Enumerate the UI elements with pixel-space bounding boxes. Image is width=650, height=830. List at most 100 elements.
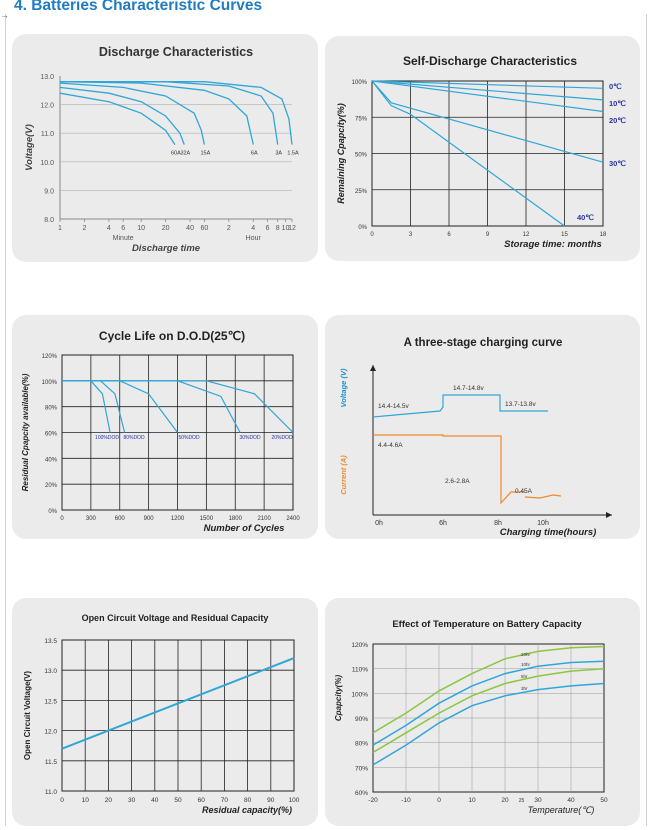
annotation-label: 2.6-2.8A [445,478,470,485]
x-tick-label: 60 [200,225,208,232]
x-tick-label: 100 [289,797,300,804]
x-tick-label: 70 [221,797,229,804]
x-tick-label: 600 [115,516,126,522]
y-tick-label: 9.0 [44,188,54,195]
series-label: 50%DOD [178,435,200,441]
annotation-label: 14.4-14.5v [378,403,409,410]
series-line-1 [371,80,604,101]
series-label: 32A [180,151,190,157]
y-axis-label: Remaining Cpapcity(%) [336,103,346,204]
series-label: 20hr [521,652,531,657]
x-unit-label-minute: Minute [113,235,134,242]
x-tick-label: 25 [519,798,525,804]
y-tick-label: 20% [45,483,58,489]
series-label: 40℃ [577,213,594,222]
x-tick-label: 0 [60,797,64,804]
x-tick-label: 90 [267,797,275,804]
series-line-4 [371,80,565,227]
y-axis-label: Voltage(V) [24,124,35,171]
y-tick-label: 12.0 [40,103,54,110]
x-tick-label: 18 [600,232,607,238]
self-discharge-chart: Self-Discharge Characteristics 100% 75% 50%… [336,54,626,250]
x-tick-label: -20 [368,797,378,804]
expand-arrow-icon[interactable]: → [0,10,9,20]
series-line-0 [372,645,605,734]
x-tick-label: 12 [288,225,296,232]
y-tick-label: 12.5 [44,698,57,705]
x-tick-label: 3 [409,232,413,238]
series-line-4 [62,380,294,433]
x-tick-label: 50 [174,797,182,804]
ocv-chart-panel: Open Circuit Voltage and Residual Capaci… [12,598,318,826]
series-label: 20℃ [609,116,626,125]
series-label: 100%DOD [95,435,119,441]
current-float-curve [524,494,562,499]
y-tick-label: 60% [45,432,58,438]
x-axis-label: Temperature(℃) [528,805,595,815]
self-discharge-chart-panel: Self-Discharge Characteristics 100% 75% 50%… [325,36,640,261]
x-tick-label: 10 [282,225,290,232]
x-tick-label: 4 [107,225,111,232]
x-tick-label: 12 [523,232,530,238]
y-axis-label: Open Circuit Voltage(V) [23,671,32,761]
y-axis-label-current: Current (A) [339,455,348,495]
x-tick-label: 8h [494,520,502,527]
x-tick-label: 1500 [200,516,214,522]
y-axis-label-voltage: Voltage (V) [339,368,348,407]
x-tick-label: 20 [501,797,509,804]
x-tick-label: 2 [82,225,86,232]
y-axis-label: Cpapcity(%) [334,675,343,722]
series-line-1 [372,660,605,746]
current-curve [373,434,525,505]
y-tick-label: 90% [355,716,368,723]
x-tick-label: 2100 [257,516,271,522]
three-stage-chart-panel: A three-stage charging curve 0h 6h 8h 10h Cha… [325,315,640,539]
x-tick-label: 1 [58,225,62,232]
x-tick-label: 4 [251,225,255,232]
x-tick-label: 2400 [286,516,300,522]
y-tick-label: 100% [42,380,58,386]
x-tick-label: 1200 [171,516,185,522]
series-label: 1.5A [287,151,299,157]
section-header: → 4. Batteries Characteristic Curves [0,0,650,20]
y-tick-label: 70% [355,765,368,772]
temperature-chart-panel: Effect of Temperature on Battery Capacit… [325,598,640,826]
y-axis-label: Residual Cpapcity available(%) [21,373,30,491]
x-tick-label: 10 [137,225,145,232]
x-axis-label: Residual capacity(%) [202,805,292,815]
x-unit-label-hour: Hour [246,235,262,242]
discharge-chart-panel: Discharge Characteristics 13.0 12.0 11.0 10.… [12,34,318,262]
x-tick-label: 0 [370,232,374,238]
series-line-3 [372,682,605,766]
series-label: 15A [200,151,210,157]
annotation-label: 14.7-14.8v [453,385,484,392]
section-title: 4. Batteries Characteristic Curves [14,0,263,14]
series-label: 6A [251,151,258,157]
series-label: 80%DOD [123,435,145,441]
x-axis-label: Number of Cycles [204,523,285,534]
chart-title: Cycle Life on D.O.D(25℃) [99,329,245,343]
series-label: 10hr [521,662,531,667]
series-label: 3hr [521,686,528,691]
y-tick-label: 13.5 [44,638,57,645]
series-line-1 [59,86,185,145]
x-tick-label: 0h [375,520,383,527]
y-tick-label: 100% [351,691,368,698]
x-tick-label: 300 [86,516,97,522]
series-line-5 [60,81,293,145]
series-label: 30%DOD [239,435,261,441]
y-tick-label: 10.0 [40,160,54,167]
series-line-0 [371,80,604,89]
ocv-chart: Open Circuit Voltage and Residual Capaci… [23,613,300,815]
y-tick-label: 120% [351,642,368,649]
x-tick-label: 2 [227,225,231,232]
x-tick-label: 30 [534,797,542,804]
y-tick-label: 100% [352,80,368,86]
x-tick-label: 900 [144,516,155,522]
series-label: 10℃ [609,99,626,108]
y-axis-arrow [370,365,376,371]
x-tick-label: 6h [439,520,447,527]
x-tick-label: 6 [266,225,270,232]
y-tick-label: 0% [48,509,57,515]
y-tick-label: 11.0 [45,789,58,796]
